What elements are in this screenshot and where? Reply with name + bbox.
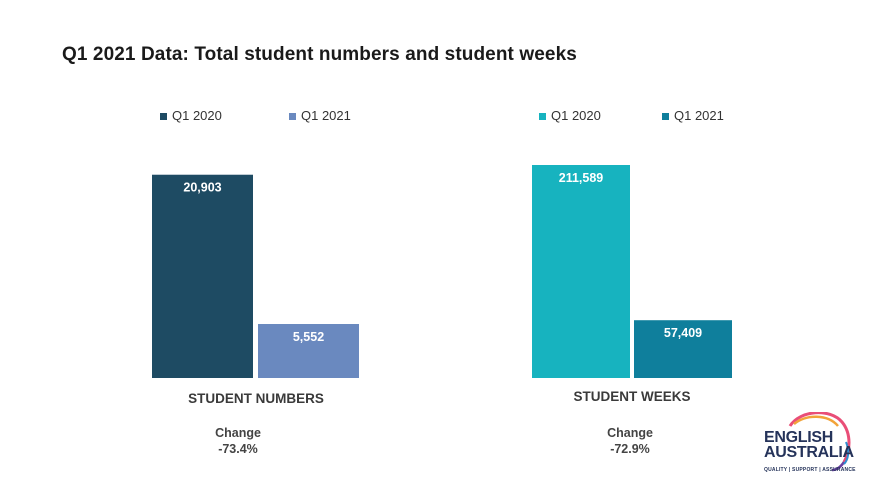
student-weeks-change-value: -72.9% <box>610 442 650 456</box>
student-numbers-axis-label: STUDENT NUMBERS <box>188 391 324 406</box>
student-numbers-change-value: -73.4% <box>218 442 258 456</box>
student-weeks-legend-label-2: Q1 2021 <box>674 108 724 123</box>
english-australia-logo: ENGLISH AUSTRALIA QUALITY | SUPPORT | AS… <box>760 412 860 478</box>
student-numbers-legend-label-2: Q1 2021 <box>301 108 351 123</box>
student-weeks-legend-swatch-2 <box>662 113 669 120</box>
logo-line2: AUSTRALIA <box>764 444 854 461</box>
student-numbers-legend-swatch-2 <box>289 113 296 120</box>
student-weeks-axis-label: STUDENT WEEKS <box>573 389 691 404</box>
student-weeks-change-label: Change <box>607 426 653 440</box>
logo-line1: ENGLISH <box>764 429 834 446</box>
student-numbers-legend-swatch-1 <box>160 113 167 120</box>
student-weeks-data-label-2: 57,409 <box>664 326 702 340</box>
student-numbers-data-label-1: 20,903 <box>183 181 221 195</box>
student-weeks-legend-swatch-1 <box>539 113 546 120</box>
logo-swoosh-icon <box>788 412 851 472</box>
student-numbers-change: Change -73.4% <box>178 425 298 457</box>
student-weeks-bar-1 <box>532 165 630 378</box>
student-numbers-change-label: Change <box>215 426 261 440</box>
student-weeks-bar-2 <box>634 320 732 378</box>
student-weeks-data-label-1: 211,589 <box>559 171 604 185</box>
student-numbers-data-label-2: 5,552 <box>293 330 324 344</box>
logo-tagline: QUALITY | SUPPORT | ASSURANCE <box>764 467 856 473</box>
student-numbers-legend-label-1: Q1 2020 <box>172 108 222 123</box>
student-numbers-bar-2 <box>258 324 359 378</box>
student-weeks-legend-label-1: Q1 2020 <box>551 108 601 123</box>
page-title: Q1 2021 Data: Total student numbers and … <box>62 44 577 65</box>
student-numbers-bar-1 <box>152 174 253 378</box>
student-weeks-change: Change -72.9% <box>570 425 690 457</box>
